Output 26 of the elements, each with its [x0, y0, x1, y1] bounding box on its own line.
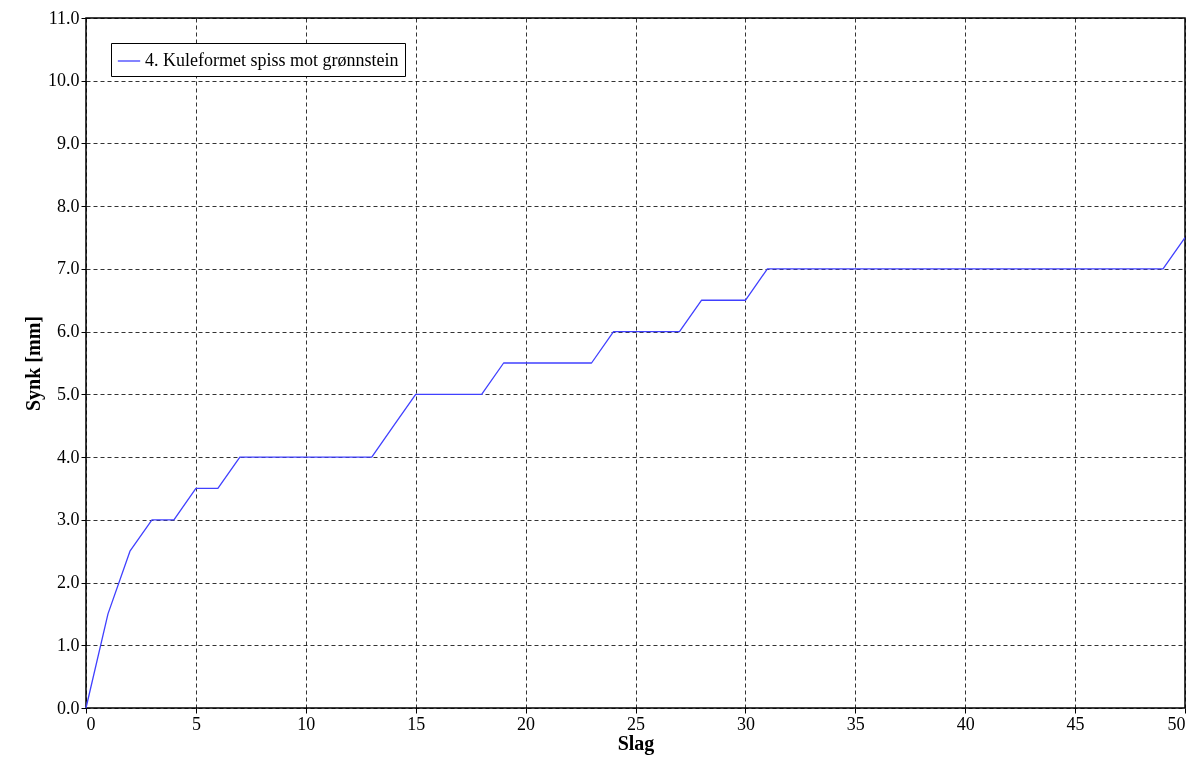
x-tick-label: 30 [736, 713, 755, 734]
legend-label: 4. Kuleformet spiss mot grønnstein [145, 50, 399, 70]
y-tick-label: 10.0 [48, 70, 80, 91]
y-tick-label: 4.0 [57, 446, 80, 467]
x-tick-label: 20 [517, 713, 536, 734]
x-axis-title: Slag [617, 731, 655, 755]
y-tick-label: 5.0 [57, 383, 80, 404]
y-tick-label: 7.0 [57, 258, 80, 279]
y-tick-label: 2.0 [57, 572, 80, 593]
y-tick-label: 8.0 [57, 195, 80, 216]
y-tick-label: 9.0 [57, 132, 80, 153]
y-tick-label: 1.0 [57, 634, 80, 655]
y-tick-label: 3.0 [57, 509, 80, 530]
x-tick-label: 45 [1066, 713, 1085, 734]
x-tick-label: 15 [407, 713, 426, 734]
x-tick-label: 35 [846, 713, 865, 734]
x-tick-label: 50 [1167, 713, 1186, 734]
x-tick-label: 5 [191, 713, 201, 734]
y-axis-title: Synk [mm] [22, 315, 45, 412]
y-tick-label: 11.0 [48, 7, 80, 28]
y-tick-label: 6.0 [57, 321, 80, 342]
x-tick-label: 40 [956, 713, 975, 734]
y-tick-label: 0.0 [57, 697, 80, 718]
x-tick-label: 25 [627, 713, 645, 734]
x-tick-label: 10 [297, 713, 316, 734]
x-tick-label: 0 [86, 713, 96, 734]
